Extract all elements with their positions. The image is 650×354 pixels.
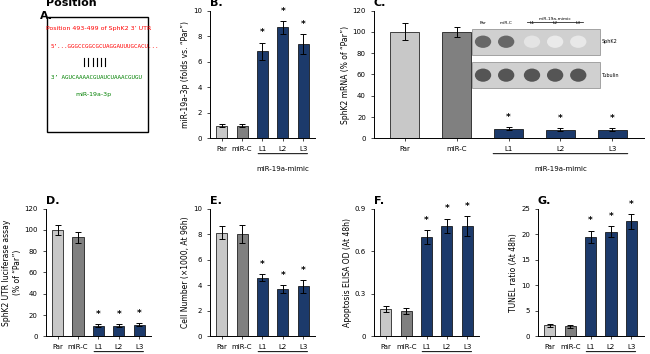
Text: *: * [506, 113, 511, 122]
Text: *: * [610, 114, 615, 123]
Bar [52, 230, 63, 336]
Bar [298, 286, 309, 336]
Bar [113, 326, 124, 336]
Bar [598, 130, 627, 138]
Y-axis label: Apoptosis ELISA OD (At 48h): Apoptosis ELISA OD (At 48h) [343, 218, 352, 327]
Bar [216, 233, 228, 336]
Bar [257, 51, 268, 138]
Text: G.: G. [538, 196, 551, 206]
Text: Position 493-499 of SphK2 3’ UTR: Position 493-499 of SphK2 3’ UTR [46, 26, 151, 31]
Text: *: * [280, 7, 285, 16]
Bar [400, 311, 411, 336]
Text: *: * [280, 271, 285, 280]
Bar [380, 309, 391, 336]
Bar [421, 237, 432, 336]
Text: E.: E. [209, 196, 222, 206]
Bar [585, 237, 596, 336]
Text: C.: C. [374, 0, 386, 8]
Text: F.: F. [374, 196, 383, 206]
Bar [278, 289, 289, 336]
Y-axis label: miR-19a-3p (folds vs. “Par”): miR-19a-3p (folds vs. “Par”) [181, 21, 190, 128]
Bar [72, 237, 84, 336]
Bar [443, 32, 471, 138]
Bar [278, 27, 289, 138]
Bar [257, 278, 268, 336]
Text: *: * [96, 310, 101, 319]
Text: miR-19a-mimic: miR-19a-mimic [256, 166, 309, 172]
Text: *: * [260, 259, 265, 269]
Y-axis label: Cell Number (×1000, At 96h): Cell Number (×1000, At 96h) [181, 217, 190, 328]
Text: *: * [116, 310, 121, 319]
Bar [298, 44, 309, 138]
Text: B.: B. [209, 0, 222, 8]
Text: *: * [301, 19, 305, 29]
Text: *: * [558, 114, 563, 123]
Y-axis label: TUNEL ratio (At 48h): TUNEL ratio (At 48h) [509, 233, 518, 312]
Bar [605, 232, 617, 336]
Text: *: * [445, 204, 449, 213]
Text: *: * [136, 309, 142, 318]
Bar [544, 325, 556, 336]
Bar [494, 129, 523, 138]
Text: *: * [588, 216, 593, 225]
Bar [133, 325, 145, 336]
Text: *: * [465, 201, 469, 211]
Bar [626, 221, 637, 336]
Text: miR-19a-3p: miR-19a-3p [75, 92, 111, 97]
Bar [546, 130, 575, 138]
Bar [462, 225, 473, 336]
Bar [216, 126, 228, 138]
Text: *: * [301, 266, 305, 275]
Text: miR-19a-mimic: miR-19a-mimic [534, 166, 587, 172]
Text: *: * [424, 216, 429, 225]
Text: *: * [608, 212, 614, 221]
Text: A.: A. [40, 11, 53, 21]
Text: 3’ AGUCAAAACGUAUCUAAACGUGU: 3’ AGUCAAAACGUAUCUAAACGUGU [51, 75, 142, 80]
Bar [237, 234, 248, 336]
Text: *: * [260, 28, 265, 38]
Y-axis label: SphK2 mRNA (% of “Par”): SphK2 mRNA (% of “Par”) [341, 25, 350, 124]
Bar [237, 126, 248, 138]
Bar [93, 326, 104, 336]
Bar [391, 32, 419, 138]
Text: 5’...GGGCCGGCGCUAGGAUUUGCACU...: 5’...GGGCCGGCGCUAGGAUUUGCACU... [51, 44, 159, 49]
Text: Position: Position [46, 0, 96, 8]
Text: *: * [629, 200, 634, 209]
FancyBboxPatch shape [47, 17, 148, 132]
Bar [441, 225, 452, 336]
Bar [565, 326, 576, 336]
Y-axis label: SphK2 UTR luciferase assay
(% of “Par”): SphK2 UTR luciferase assay (% of “Par”) [2, 219, 21, 326]
Text: D.: D. [46, 196, 59, 206]
